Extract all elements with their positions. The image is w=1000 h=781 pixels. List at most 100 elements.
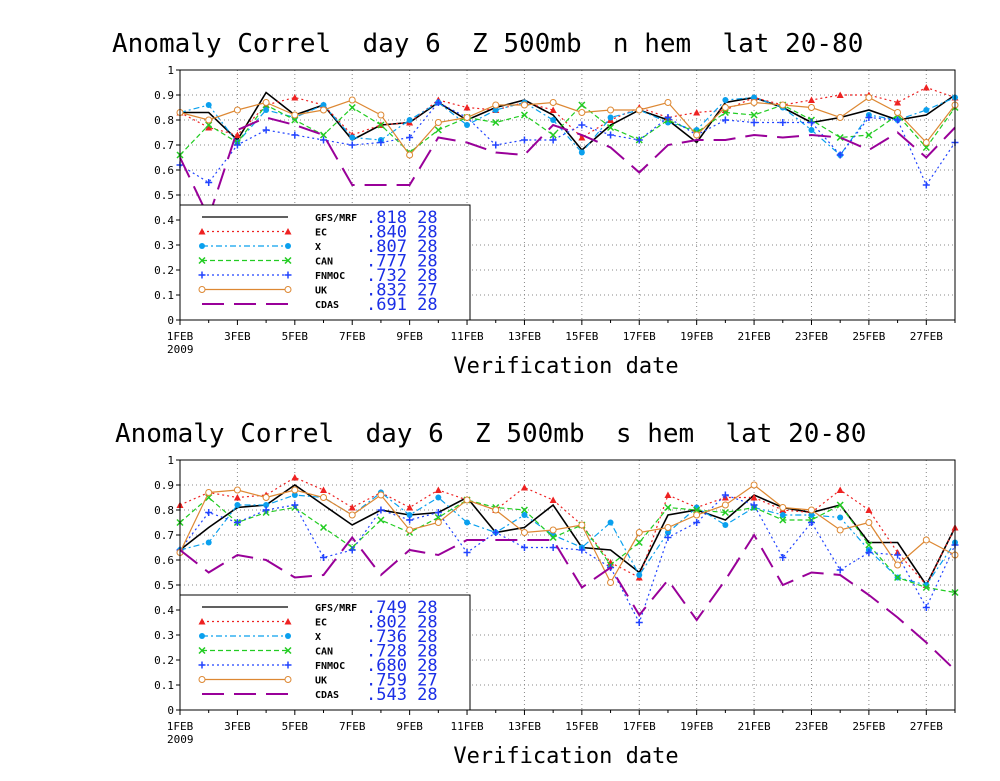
data-point: [205, 509, 213, 516]
data-point: [808, 127, 815, 133]
data-point: [836, 114, 844, 121]
x-tick-label: 13FEB: [508, 720, 541, 733]
data-point: [607, 579, 615, 586]
data-point: [463, 114, 471, 121]
data-point: [635, 106, 643, 114]
data-point: [406, 526, 414, 534]
data-point: [406, 504, 414, 511]
data-point: [434, 519, 442, 526]
data-point: [434, 99, 442, 106]
data-point: [836, 526, 844, 534]
data-point: [234, 502, 241, 508]
legend-label: CAN: [315, 647, 333, 658]
data-point: [205, 121, 213, 129]
series-line-cdas: [179, 116, 956, 221]
series-line-gfsmrf: [179, 484, 956, 587]
x-tick-label: 21FEB: [738, 720, 771, 733]
series-line-x: [179, 491, 956, 586]
data-point: [922, 143, 930, 152]
x-tick-label: 19FEB: [680, 720, 713, 733]
legend-stat: .543 28: [366, 685, 438, 705]
legend-marker: [198, 646, 206, 655]
chart-panel-nhem: Anomaly Correl day 6 Z 500mb n hem lat 2…: [0, 0, 1000, 390]
legend-marker: [284, 618, 292, 625]
data-point: [520, 529, 528, 536]
data-point: [434, 509, 442, 516]
y-tick-label: 0.7: [154, 529, 174, 542]
data-point: [865, 114, 873, 121]
data-point: [922, 139, 930, 146]
chart-shem-svg: Anomaly Correl day 6 Z 500mb s hem lat 2…: [115, 419, 959, 769]
legend-stat: .749 28: [366, 598, 438, 618]
data-point: [750, 111, 758, 119]
data-point: [549, 544, 557, 551]
data-point: [377, 516, 385, 524]
legend-marker: [284, 661, 292, 669]
data-point: [263, 107, 270, 113]
legend-marker: [198, 618, 206, 625]
x-tick-label: 7FEB: [339, 720, 366, 733]
legend-stat: .759 27: [366, 671, 438, 691]
legend-label: GFS/MRF: [315, 603, 357, 614]
data-point: [693, 511, 701, 519]
legend-marker: [284, 286, 292, 293]
data-point: [233, 131, 241, 138]
y-tick-label: 0.6: [154, 164, 174, 177]
data-point: [348, 546, 356, 554]
legend-label: X: [315, 242, 321, 253]
x-tick-label: 17FEB: [623, 330, 656, 343]
series-line-can: [179, 496, 956, 594]
data-point: [664, 491, 672, 498]
data-point: [807, 506, 815, 514]
legend-marker: [284, 256, 292, 265]
data-point: [291, 474, 299, 481]
data-point: [348, 103, 356, 112]
plot-frame: [179, 69, 956, 321]
data-point: [205, 539, 212, 546]
data-point: [377, 111, 385, 119]
legend-marker: [285, 633, 291, 639]
legend-label: CDAS: [315, 300, 339, 311]
y-tick-label: 0.8: [154, 504, 174, 517]
data-point: [836, 133, 844, 142]
data-point: [348, 511, 356, 519]
data-point: [434, 119, 442, 126]
y-tick-label: 0: [167, 314, 174, 327]
legend-label: EC: [315, 228, 327, 239]
series-line-can: [179, 104, 956, 156]
y-tick-label: 0.2: [154, 654, 174, 667]
data-point: [492, 118, 500, 127]
legend-marker: [198, 286, 206, 293]
data-point: [262, 506, 270, 514]
legend-stat: .728 28: [366, 642, 438, 662]
x-tick-label: 19FEB: [680, 330, 713, 343]
y-tick-label: 0.4: [154, 604, 174, 617]
data-point: [922, 536, 930, 544]
year-label: 2009: [167, 343, 194, 356]
legend-stat: .818 28: [366, 208, 438, 228]
chart-panel-shem: Anomaly Correl day 6 Z 500mb s hem lat 2…: [0, 390, 1000, 777]
data-point: [693, 506, 701, 514]
data-point: [291, 116, 299, 124]
data-point: [406, 512, 413, 518]
data-point: [549, 496, 557, 503]
data-point: [607, 114, 614, 121]
data-point: [320, 494, 328, 501]
series-line-uk: [179, 96, 956, 156]
y-tick-label: 0.3: [154, 239, 174, 252]
x-tick-label: 1FEB: [167, 330, 194, 343]
legend-marker: [284, 228, 292, 235]
data-point: [205, 179, 213, 186]
data-point: [836, 501, 844, 509]
data-point: [808, 512, 815, 518]
data-point: [262, 126, 270, 134]
legend-marker: [284, 676, 292, 683]
legend-marker: [284, 271, 292, 279]
y-tick-label: 0.8: [154, 114, 174, 127]
data-point: [750, 501, 758, 509]
data-point: [463, 496, 471, 504]
data-point: [721, 108, 729, 117]
data-point: [492, 529, 500, 536]
series-line-uk: [179, 484, 956, 584]
data-point: [348, 141, 356, 149]
